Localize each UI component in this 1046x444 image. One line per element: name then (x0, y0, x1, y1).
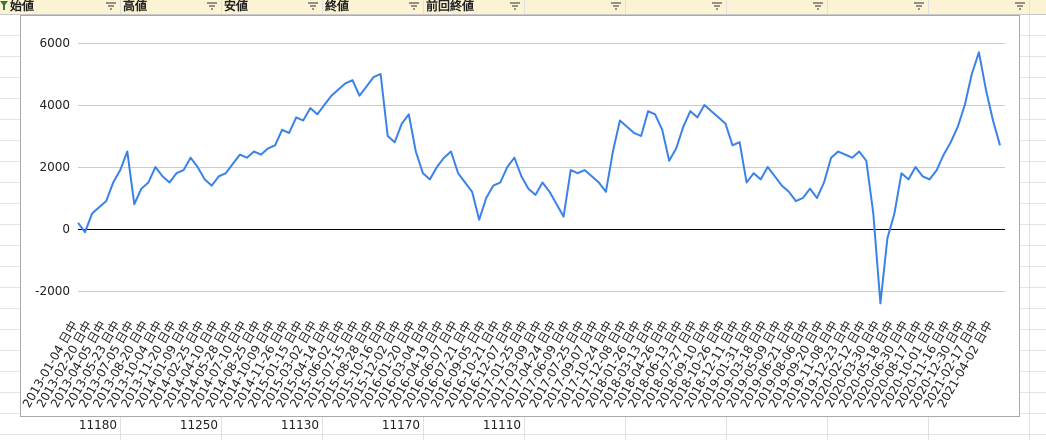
filter-icon (813, 2, 823, 10)
filter-button[interactable] (914, 2, 924, 10)
cell-value: 11170 (382, 418, 420, 432)
data-line (77, 51, 1001, 305)
filter-icon (510, 2, 520, 10)
filter-button[interactable] (510, 2, 520, 10)
filter-icon (611, 2, 621, 10)
filter-icon (1015, 2, 1025, 10)
chart-frame (20, 15, 1020, 417)
filter-icon (914, 2, 924, 10)
y-tick-label: 4000 (39, 98, 70, 112)
column-header: 高値 (123, 0, 147, 13)
cell-value: 11250 (180, 418, 218, 432)
y-tick-label: 2000 (39, 160, 70, 174)
column-header: 安値 (224, 0, 248, 13)
filter-button[interactable] (207, 2, 217, 10)
filter-icon (207, 2, 217, 10)
cell-value: 11130 (281, 418, 319, 432)
filter-active-icon (0, 1, 8, 10)
filter-button[interactable] (106, 2, 116, 10)
filter-button[interactable] (409, 2, 419, 10)
cell-value: 11180 (79, 418, 117, 432)
filter-icon (409, 2, 419, 10)
column-header: 終値 (325, 0, 349, 13)
filter-icon (106, 2, 116, 10)
cell-value: 11110 (483, 418, 521, 432)
header-row (0, 0, 1046, 14)
filter-button[interactable] (611, 2, 621, 10)
y-tick-label: 6000 (39, 36, 70, 50)
filter-button[interactable] (813, 2, 823, 10)
filter-button[interactable] (712, 2, 722, 10)
column-header: 始値 (10, 0, 34, 13)
column-header: 前回終値 (426, 0, 474, 13)
filter-button[interactable] (1015, 2, 1025, 10)
y-tick-label: -2000 (35, 284, 70, 298)
filter-icon (712, 2, 722, 10)
filter-icon (308, 2, 318, 10)
filter-button[interactable] (308, 2, 318, 10)
y-tick-label: 0 (62, 222, 70, 236)
